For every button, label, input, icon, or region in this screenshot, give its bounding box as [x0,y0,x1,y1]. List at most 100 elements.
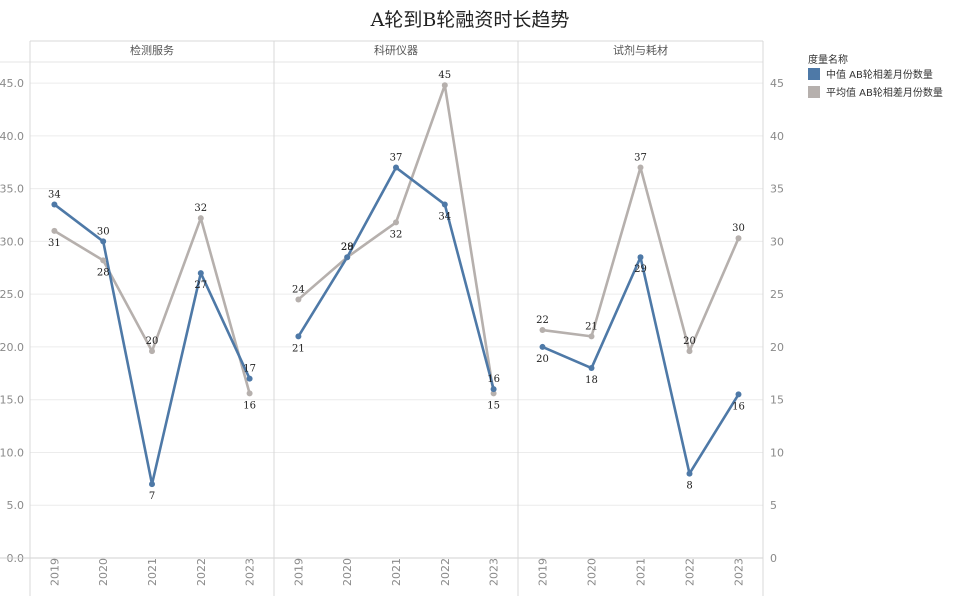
mean-point [197,215,204,222]
legend-label: 中值 AB轮相差月份数量 [826,68,933,81]
x-axis-tick-label: 2023 [244,558,257,586]
data-label: 20 [683,336,696,347]
median-point [100,238,107,245]
panel-title: 试剂与耗材 [613,43,668,57]
data-label: 15 [487,400,500,411]
right-axis-tick-label: 45 [770,77,784,90]
median-point [344,254,351,261]
x-axis-tick-label: 2021 [635,558,648,586]
data-label: 21 [585,321,598,332]
median-point [490,386,497,393]
data-label: 20 [536,354,549,365]
data-label: 29 [341,242,354,253]
data-label: 30 [97,226,110,237]
data-label: 24 [292,284,305,295]
mean-line [53,216,251,394]
data-label: 27 [194,280,207,291]
mean-point [100,257,107,264]
mean-point [539,327,546,334]
x-axis-tick-label: 2022 [684,558,697,586]
median-line [541,255,740,475]
median-point [197,270,204,277]
data-label: 45 [438,70,451,81]
data-label: 34 [48,189,61,200]
x-axis-tick-label: 2019 [292,558,305,586]
data-label: 20 [146,336,159,347]
x-axis-tick-label: 2021 [390,558,403,586]
median-point [246,375,253,382]
x-axis-tick-label: 2019 [48,558,61,586]
median-point [539,343,546,350]
mean-point [393,219,399,226]
data-label: 34 [438,211,451,222]
panel-title: 检测服务 [130,43,174,57]
left-axis-tick-label: 35.0 [0,183,24,196]
data-label: 16 [487,374,500,385]
right-axis-tick-label: 5 [770,499,777,512]
x-axis-tick-label: 2023 [488,558,501,586]
x-axis-tick-label: 2023 [733,558,746,586]
data-label: 7 [149,491,155,502]
right-axis-tick-label: 20 [770,341,784,354]
median-point [393,164,399,171]
median-point [735,391,742,398]
data-label: 29 [634,264,647,275]
left-axis-tick-label: 10.0 [0,446,24,459]
x-axis-tick-label: 2021 [146,558,159,586]
data-label: 28 [341,242,354,253]
data-label: 17 [243,364,256,375]
legend-swatch-median [808,68,820,80]
right-axis-tick-label: 25 [770,288,784,301]
left-axis-tick-label: 25.0 [0,288,24,301]
mean-point [588,333,595,340]
x-axis-tick-label: 2022 [439,558,452,586]
legend-swatch-mean [808,86,820,98]
data-label: 28 [97,267,110,278]
median-point [51,201,58,208]
data-label: 32 [194,203,207,214]
chart-title: A轮到B轮融资时长趋势 [370,9,570,31]
right-axis-tick-label: 10 [770,446,784,459]
data-label: 16 [732,401,745,412]
right-axis-tick-label: 15 [770,394,784,407]
x-axis-tick-label: 2020 [97,558,110,586]
left-axis-tick-label: 30.0 [0,235,24,248]
data-label: 30 [732,223,745,234]
x-axis-tick-label: 2020 [586,558,599,586]
data-label: 21 [292,343,305,354]
median-point [149,481,155,488]
median-point [295,333,302,340]
data-label: 8 [686,481,692,492]
left-axis-tick-label: 40.0 [0,130,24,143]
median-point [686,470,693,477]
right-axis-tick-label: 40 [770,130,784,143]
x-axis-tick-label: 2020 [341,558,354,586]
left-axis-tick-label: 20.0 [0,341,24,354]
left-axis-tick-label: 15.0 [0,394,24,407]
data-label: 32 [390,229,403,240]
mean-point [51,227,58,234]
mean-point [490,390,497,397]
median-point [588,365,595,372]
mean-point [686,348,693,355]
median-point [637,254,644,261]
right-axis-tick-label: 30 [770,235,784,248]
median-point [441,201,448,208]
data-label: 37 [390,153,403,164]
mean-point [246,390,253,397]
right-axis-tick-label: 0 [770,552,777,565]
mean-point [441,82,448,89]
left-axis-tick-label: 5.0 [7,499,25,512]
mean-point [735,235,742,242]
data-label: 22 [536,315,549,326]
data-label: 37 [634,153,647,164]
left-axis-tick-label: 45.0 [0,77,24,90]
panel-title: 科研仪器 [374,43,418,57]
x-axis-tick-label: 2022 [195,558,208,586]
right-axis-tick-label: 35 [770,183,784,196]
legend-label: 平均值 AB轮相差月份数量 [826,86,943,99]
mean-point [637,164,644,171]
data-label: 31 [48,238,61,249]
